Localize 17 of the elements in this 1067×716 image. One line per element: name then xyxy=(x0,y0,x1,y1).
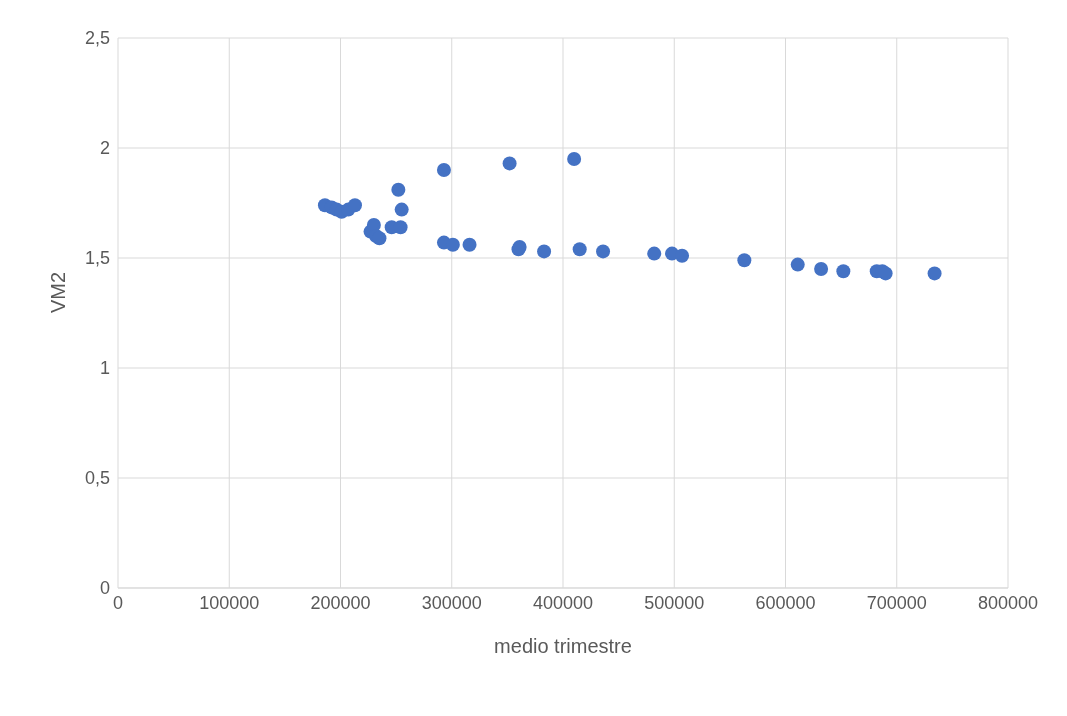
x-axis-title: medio trimestre xyxy=(494,635,632,657)
y-tick-label: 0,5 xyxy=(84,468,110,489)
y-axis-title: VM2 xyxy=(47,271,70,313)
x-tick-label: 300000 xyxy=(421,592,482,613)
y-tick-label: 2,5 xyxy=(84,28,110,49)
y-tick-label: 1 xyxy=(99,358,110,379)
y-tick-label: 1,5 xyxy=(84,248,110,269)
x-tick-label: 600000 xyxy=(755,592,816,613)
x-tick-label: 100000 xyxy=(199,592,260,613)
x-tick-label: 200000 xyxy=(310,592,371,613)
x-tick-label: 800000 xyxy=(977,592,1039,613)
y-tick-label: 0 xyxy=(99,578,110,599)
y-tick-label: 2 xyxy=(99,138,110,159)
x-tick-label: 0 xyxy=(112,592,124,613)
x-tick-label: 700000 xyxy=(866,592,927,613)
x-tick-label: 500000 xyxy=(644,592,705,613)
x-tick-label: 400000 xyxy=(532,592,594,613)
